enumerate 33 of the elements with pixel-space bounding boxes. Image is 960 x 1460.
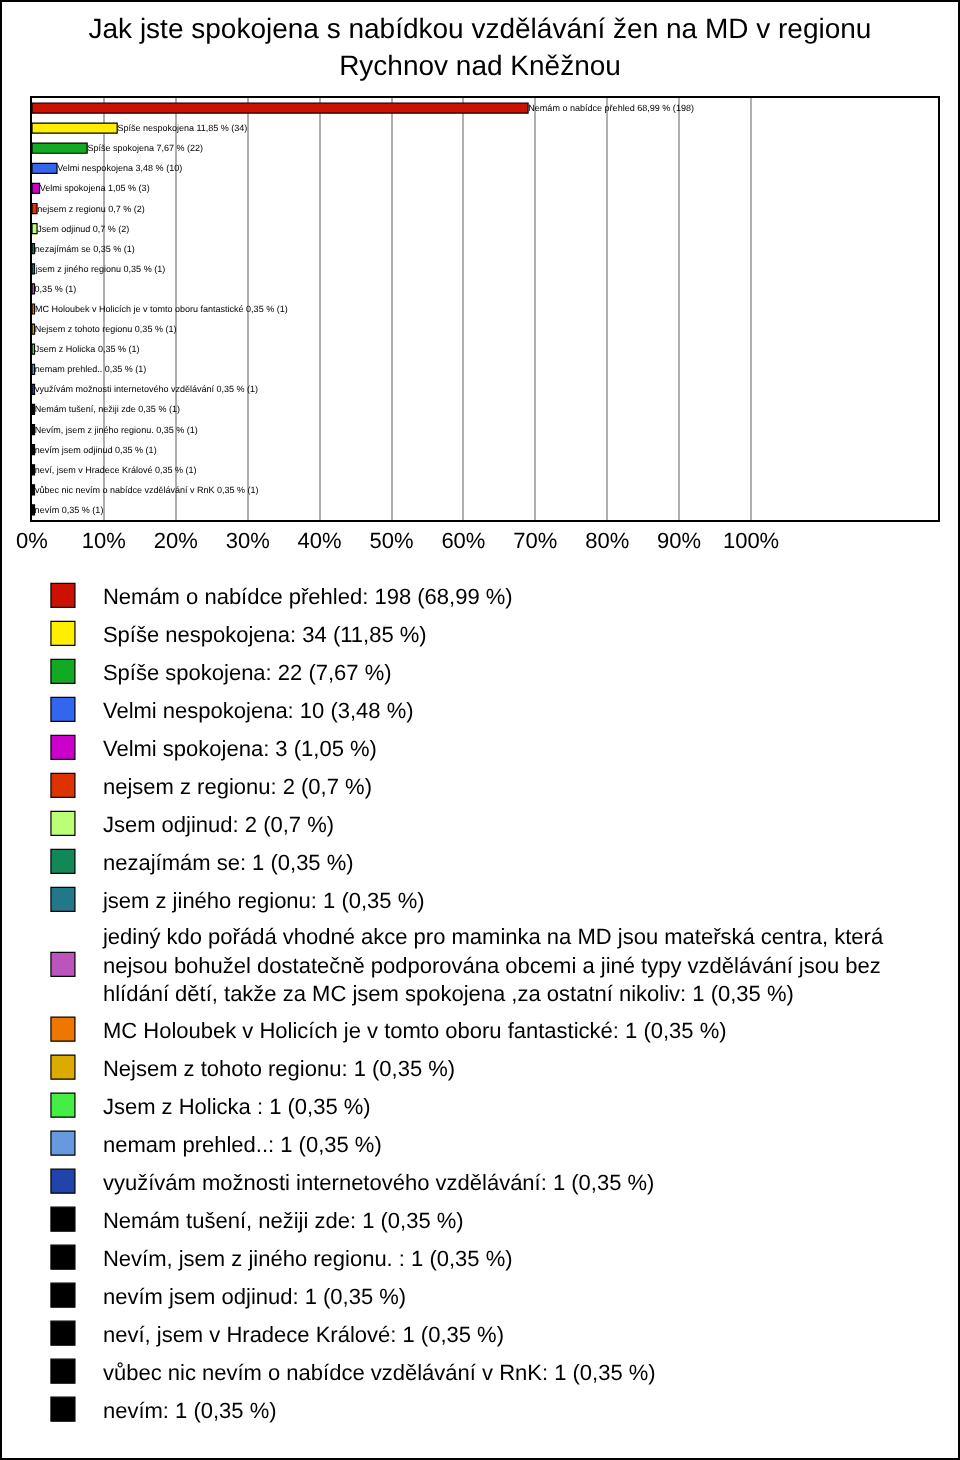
legend-label: nejsem z regionu: 2 (0,7 %) (102, 776, 372, 800)
legend-label: nevím: 1 (0,35 %) (102, 1399, 277, 1424)
legend-label: jediný kdo pořádá vhodné akce pro maminka na MD jsou mateřská centra, která nejsou bohužel dostatečně podporována obcemi a jiné typy vzdělávání jsou bez hlídání dětí, takže za MC jsem spokojena ,za ostatní nikoliv: 1 (0,35 %) (100, 926, 885, 1008)
x-tick-label: 90% (657, 530, 702, 555)
legend-label: Nevím, jsem z jiného regionu. : 1 (0,35 %) (102, 1247, 513, 1272)
x-tick-label: 20% (153, 530, 199, 555)
legend-label: Nemám o nabídce přehled: 198 (68,99 %) (102, 586, 513, 610)
x-tick-label: 0% (16, 530, 49, 555)
x-tick-label: 10% (81, 530, 127, 555)
x-tick-label: 70% (513, 530, 558, 555)
x-tick-label: 50% (369, 530, 414, 555)
legend-label: vůbec nic nevím o nabídce vzdělávání v RnK: 1 (0,35 %) (102, 1361, 656, 1386)
legend-label: Nemám tušení, nežiji zde: 1 (0,35 %) (102, 1209, 464, 1234)
x-tick-label: 80% (585, 530, 630, 555)
x-tick-label: 60% (441, 530, 486, 555)
x-tick-label: 30% (225, 530, 271, 555)
legend-label: Spíše spokojena: 22 (7,67 %) (102, 662, 392, 686)
legend-label: Velmi nespokojena: 10 (3,48 %) (102, 700, 414, 724)
legend-label: neví, jsem v Hradece Králové: 1 (0,35 %) (102, 1323, 504, 1348)
legend-label: Velmi spokojena: 3 (1,05 %) (102, 738, 377, 762)
x-tick-label: 40% (297, 530, 343, 555)
legend-label: jsem z jiného regionu: 1 (0,35 %) (100, 890, 425, 914)
legend-label: Nejsem z tohoto regionu: 1 (0,35 %) (102, 1057, 456, 1082)
legend-label: Jsem z Holicka : 1 (0,35 %) (102, 1095, 371, 1120)
legend-label: Jsem odjinud: 2 (0,7 %) (102, 814, 335, 838)
legend-label: Spíše nespokojena: 34 (11,85 %) (102, 624, 427, 648)
legend-label: MC Holoubek v Holicích je v tomto oboru fantastické: 1 (0,35 %) (102, 1019, 727, 1044)
legend-label: nezajímám se: 1 (0,35 %) (102, 852, 354, 876)
legend-label: nemam prehled..: 1 (0,35 %) (102, 1133, 382, 1158)
legend-label: nevím jsem odjinud: 1 (0,35 %) (102, 1285, 407, 1310)
chart-title: Jak jste spokojena s nabídkou vzdělávání žen na MD v regionu Rychnov nad Kněžnou (88, 12, 872, 81)
legend-label: využívám možnosti internetového vzdělávání: 1 (0,35 %) (102, 1171, 655, 1196)
x-tick-label: 100% (722, 530, 780, 555)
